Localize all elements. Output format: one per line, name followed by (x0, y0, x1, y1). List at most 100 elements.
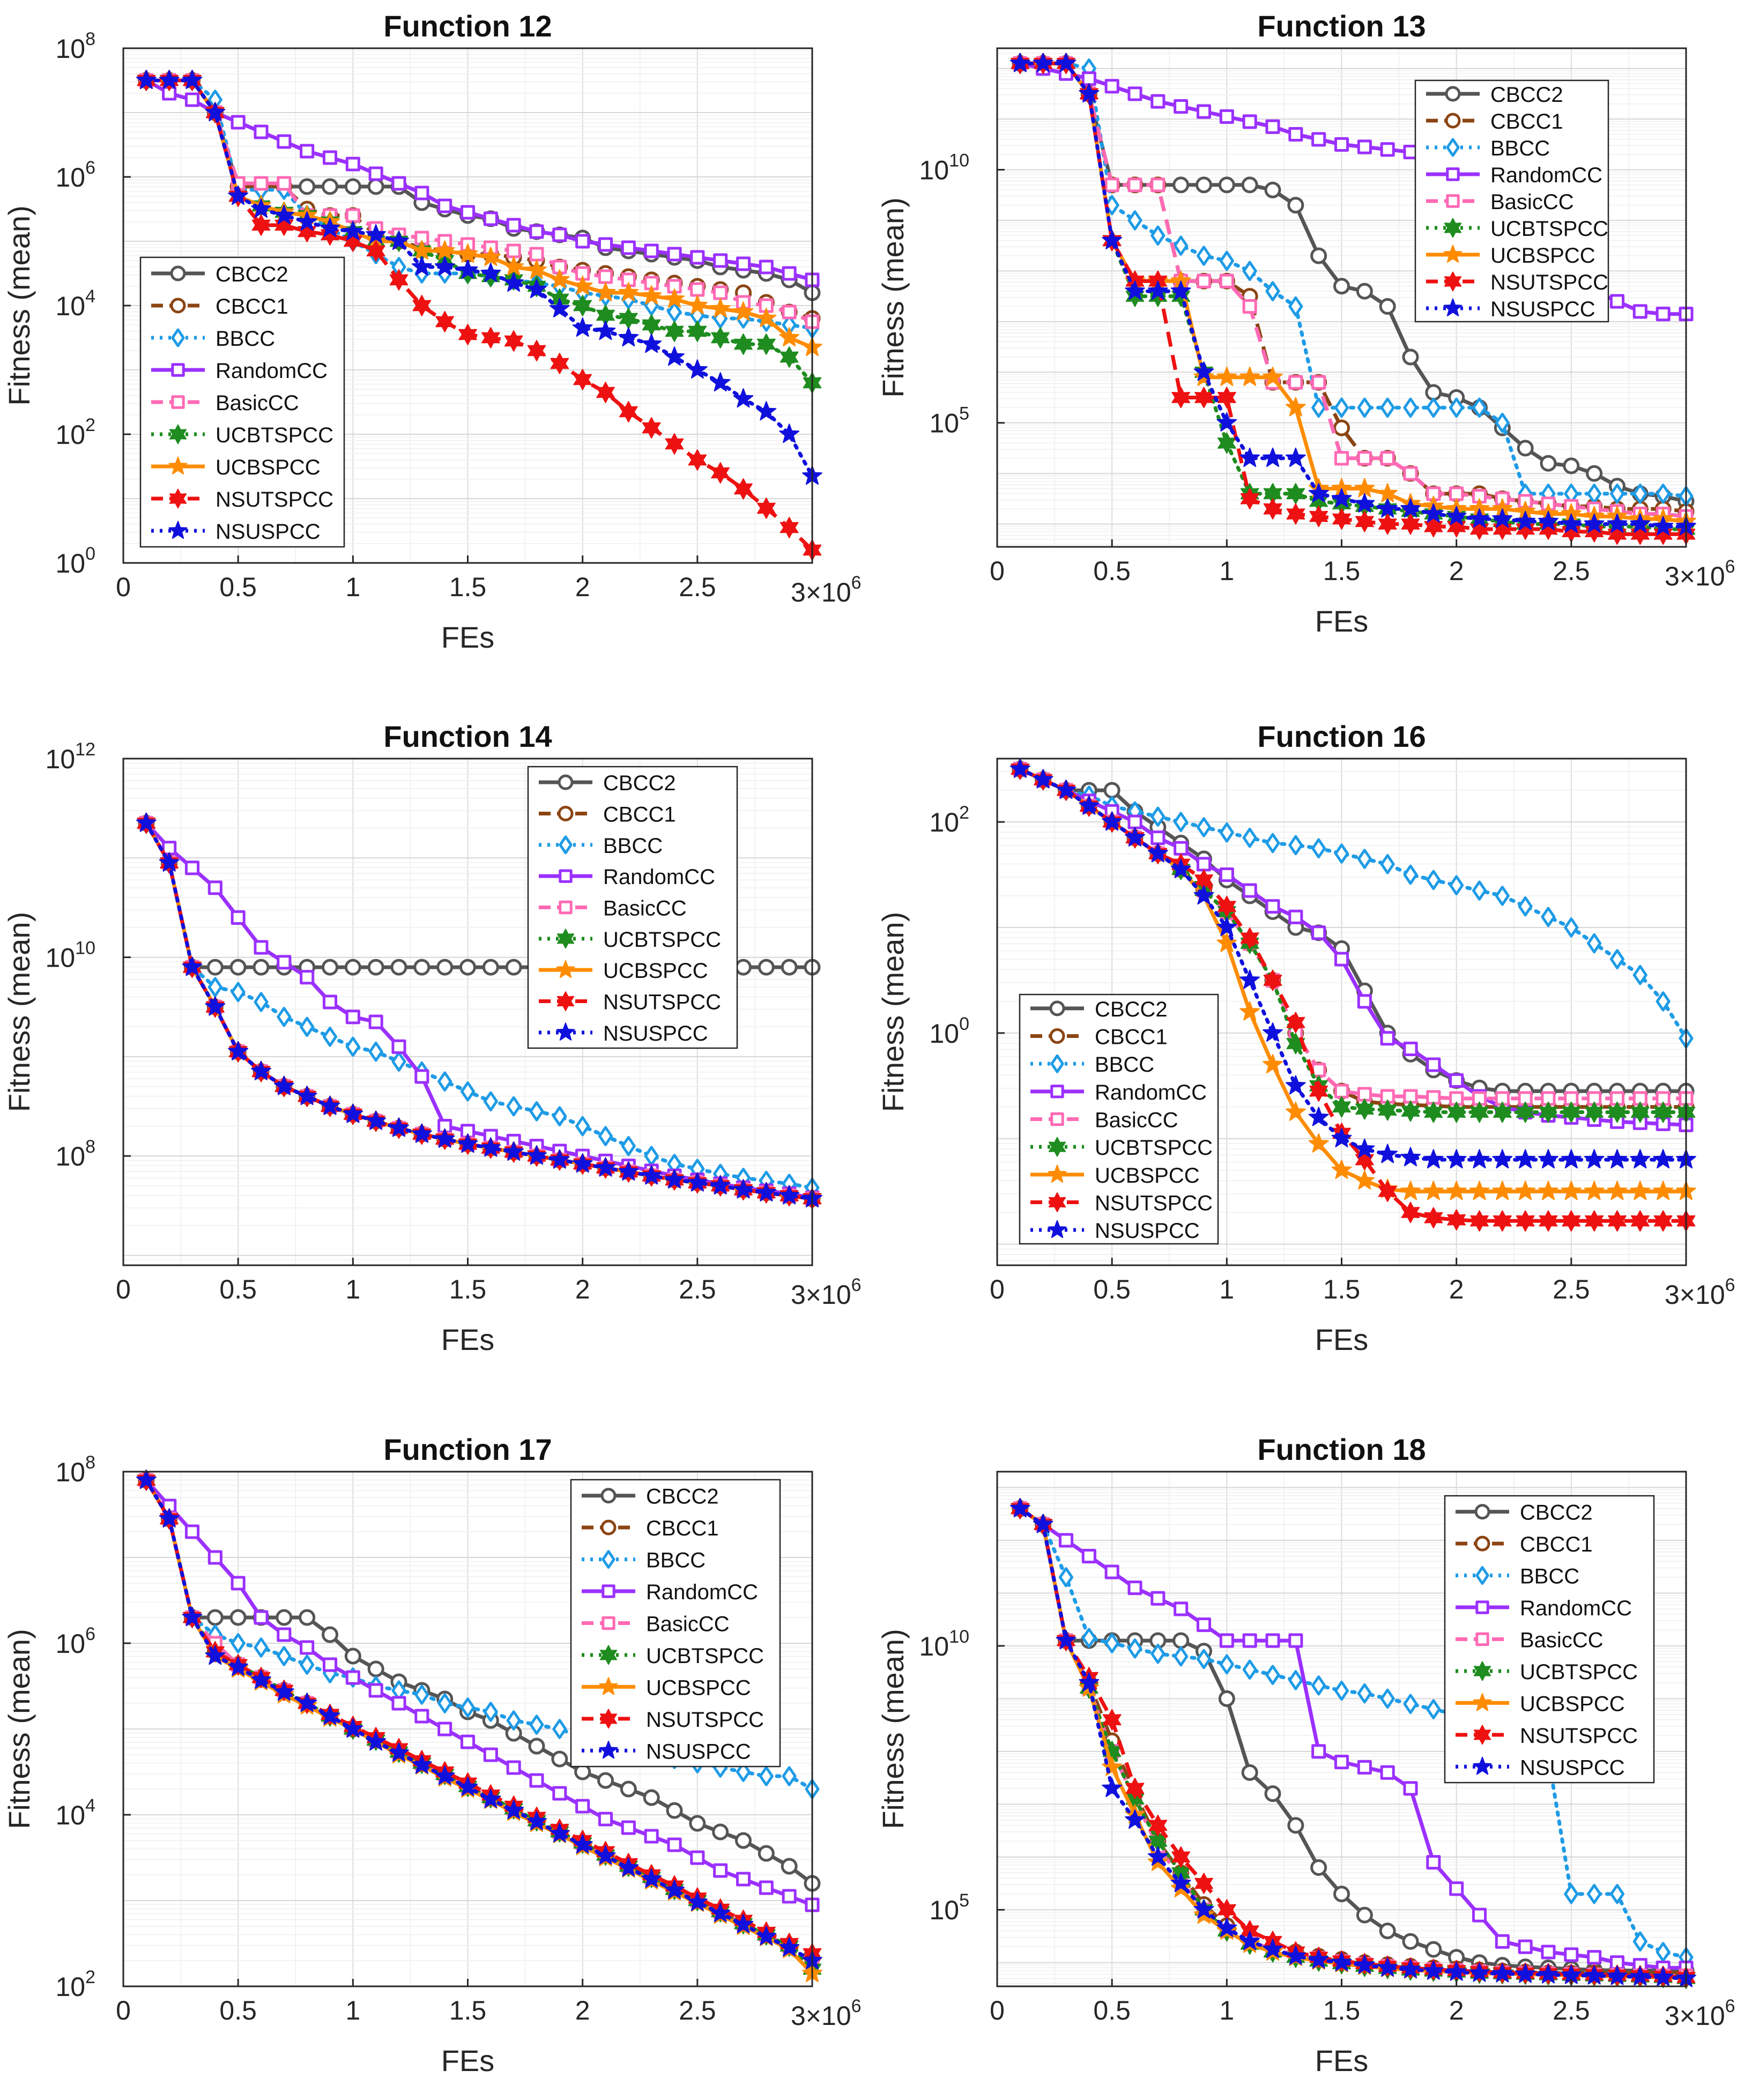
data-point (757, 498, 776, 519)
data-point (367, 959, 384, 976)
legend-entry-nsutspcc: NSUTSPCC (539, 991, 721, 1014)
data-point (480, 247, 501, 266)
y-tick-base: 10 (55, 162, 85, 192)
data-point (1265, 119, 1280, 134)
data-point (457, 1777, 478, 1796)
data-point (1541, 1091, 1556, 1106)
data-point (231, 1633, 246, 1653)
data-point (1079, 795, 1100, 815)
data-point (1196, 246, 1212, 266)
data-point (690, 250, 705, 265)
data-point (618, 327, 639, 347)
data-point (1196, 176, 1212, 194)
data-point (736, 256, 751, 271)
data-point (757, 333, 776, 355)
data-point (458, 324, 477, 345)
data-point (1653, 1101, 1673, 1123)
legend-entry-cbcc2: CBCC2 (539, 771, 676, 795)
data-point (368, 1683, 383, 1698)
data-point (300, 1654, 315, 1675)
data-point (599, 1677, 618, 1695)
data-point (1263, 1022, 1283, 1042)
data-point (1563, 457, 1580, 474)
data-point (1470, 518, 1489, 540)
data-point (1218, 387, 1236, 409)
data-point (782, 266, 797, 281)
legend-label: NSUSPCC (1520, 1756, 1625, 1779)
x-multiplier-label: 3×106 (1665, 1996, 1735, 2031)
data-point (549, 1823, 570, 1843)
data-point (619, 401, 638, 422)
data-point (1058, 1533, 1074, 1548)
series-randomcc (1013, 762, 1694, 1132)
series-nsuspcc (136, 70, 822, 485)
data-point (667, 1837, 682, 1852)
y-tick-label: 105 (929, 404, 969, 439)
data-point (1403, 1041, 1418, 1056)
data-point (345, 157, 360, 172)
legend-label: UCBTSPCC (1520, 1660, 1638, 1684)
y-tick-exponent: 10 (949, 1627, 969, 1647)
data-point (558, 774, 574, 790)
legend-label: RandomCC (1520, 1597, 1632, 1620)
data-point (1609, 949, 1625, 969)
data-point (389, 1742, 409, 1762)
data-point (1196, 1617, 1212, 1632)
data-point (779, 1185, 800, 1205)
data-point (529, 1715, 544, 1735)
data-point (1564, 1947, 1579, 1962)
data-point (1541, 1945, 1556, 1960)
legend-label: BasicCC (1520, 1629, 1604, 1652)
series-line (1018, 61, 1688, 529)
data-point (368, 1041, 383, 1062)
data-point (1193, 361, 1214, 381)
data-point (412, 295, 432, 316)
legend-label: NSUTSPCC (603, 991, 721, 1014)
data-point (1469, 1149, 1490, 1169)
data-point (1380, 1031, 1395, 1046)
data-point (254, 940, 269, 955)
data-point (434, 1128, 455, 1148)
x-tick-label: 2 (1449, 1995, 1464, 2025)
x-tick-label: 0 (116, 1274, 131, 1304)
data-point (320, 1095, 340, 1115)
data-point (1584, 1181, 1605, 1200)
data-point (437, 1721, 452, 1737)
data-point (169, 488, 187, 509)
y-tick-exponent: 8 (85, 29, 95, 49)
legend-entry-ucbspcc: UCBSPCC (1426, 244, 1595, 268)
data-point (1630, 1149, 1651, 1169)
x-tick-label: 1.5 (1323, 556, 1361, 586)
data-point (136, 70, 157, 90)
data-point (414, 185, 429, 201)
legend-label: RandomCC (603, 865, 715, 889)
data-point (1285, 447, 1306, 467)
data-point (558, 806, 574, 821)
data-point (1171, 1846, 1190, 1868)
data-point (756, 1926, 777, 1946)
data-point (756, 401, 777, 421)
data-point (159, 70, 180, 90)
data-point (254, 176, 269, 191)
data-point (503, 256, 524, 276)
x-multiplier-label: 3×106 (791, 1996, 862, 2031)
data-point (664, 1169, 685, 1189)
x-multiplier-exponent: 6 (1725, 1275, 1735, 1295)
legend-entry-nsutspcc: NSUTSPCC (1030, 1192, 1213, 1215)
data-point (1608, 523, 1627, 545)
data-point (1426, 1855, 1441, 1870)
data-point (596, 382, 615, 403)
data-point (1584, 1965, 1605, 1985)
data-point (641, 285, 662, 305)
data-point (550, 353, 569, 374)
data-point (205, 996, 226, 1016)
data-point (1050, 1054, 1064, 1073)
data-point (779, 1937, 800, 1957)
data-point (322, 1027, 338, 1047)
data-point (343, 1103, 363, 1123)
x-tick-label: 1 (345, 572, 360, 602)
data-point (253, 959, 270, 976)
legend-label: NSUSPCC (603, 1022, 708, 1045)
